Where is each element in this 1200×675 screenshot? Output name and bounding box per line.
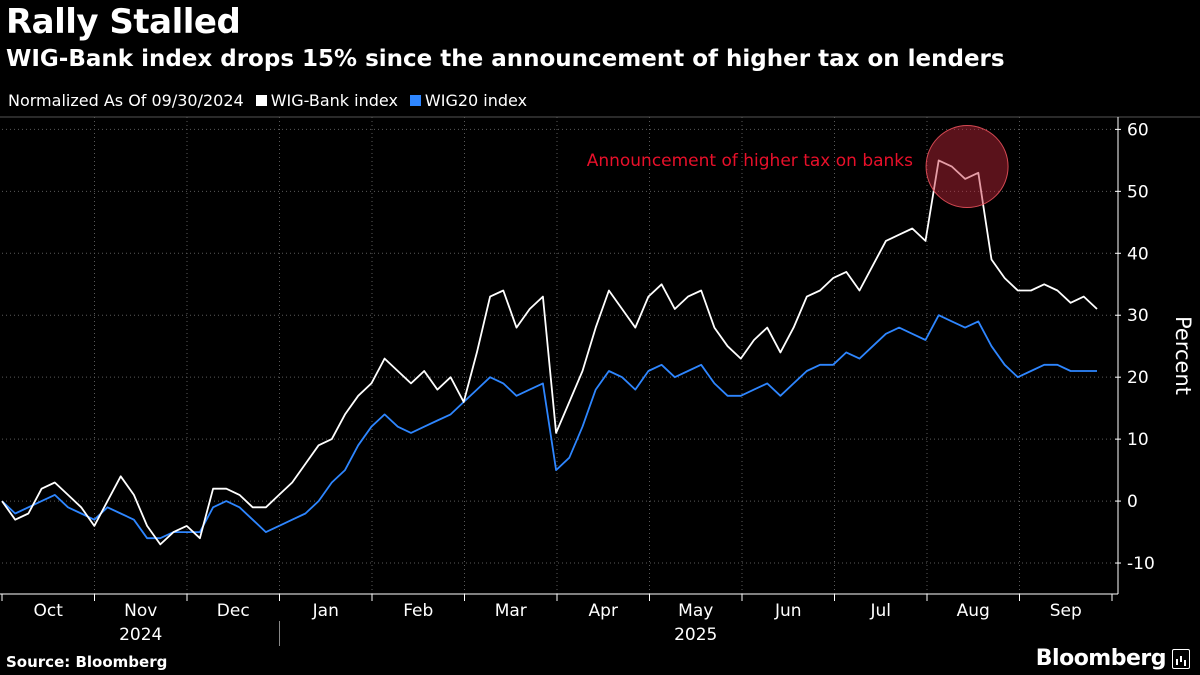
x-tick-label: Jan [312,601,339,621]
legend-note: Normalized As Of 09/30/2024 [8,91,244,110]
brand-name: Bloomberg [1035,646,1167,671]
x-tick-label: Sep [1050,601,1082,621]
legend-label-wig20: WIG20 index [424,91,528,110]
x-tick-label: May [678,601,713,621]
x-tick-label: Apr [589,601,618,621]
x-tick-label: Jul [869,601,891,621]
legend-swatch-wig-bank [255,95,267,106]
annotation-circle [925,125,1009,209]
x-tick-label: Aug [957,601,990,621]
x-tick-label: Feb [403,601,433,621]
chart-title: Rally Stalled [6,2,241,42]
bar-chart-icon [1172,648,1190,669]
y-tick-label: 30 [1127,306,1149,326]
series-line-wig20 [1,314,1097,540]
x-tick-label: Jun [774,601,802,621]
y-tick-label: 10 [1127,430,1149,450]
y-tick-label: 50 [1127,182,1149,202]
legend-label-wig-bank: WIG-Bank index [270,91,398,110]
y-tick-label: 40 [1127,244,1149,264]
y-axis-label: Percent [1171,316,1195,395]
y-tick-label: 0 [1127,492,1138,512]
legend: Normalized As Of 09/30/2024 WIG-Bank ind… [8,91,539,110]
chart-subtitle: WIG-Bank index drops 15% since the annou… [6,46,1005,72]
year-label: 2025 [674,625,717,645]
x-tick-label: Nov [124,601,157,621]
legend-swatch-wig20 [409,95,421,106]
series-line-wig-bank [1,159,1098,546]
x-tick-label: Mar [495,601,527,621]
legend-item-wig-bank: WIG-Bank index [255,91,398,110]
brand-logo: Bloomberg [1036,646,1190,671]
x-tick-label: Dec [217,601,250,621]
year-label: 2024 [119,625,162,645]
x-tick-label: Oct [34,601,64,621]
legend-item-wig20: WIG20 index [409,91,528,110]
annotation-text: Announcement of higher tax on banks [587,151,913,171]
y-tick-label: 20 [1127,368,1149,388]
y-tick-label: 60 [1127,120,1149,140]
y-tick-label: -10 [1127,554,1155,574]
source-note: Source: Bloomberg [6,653,168,671]
